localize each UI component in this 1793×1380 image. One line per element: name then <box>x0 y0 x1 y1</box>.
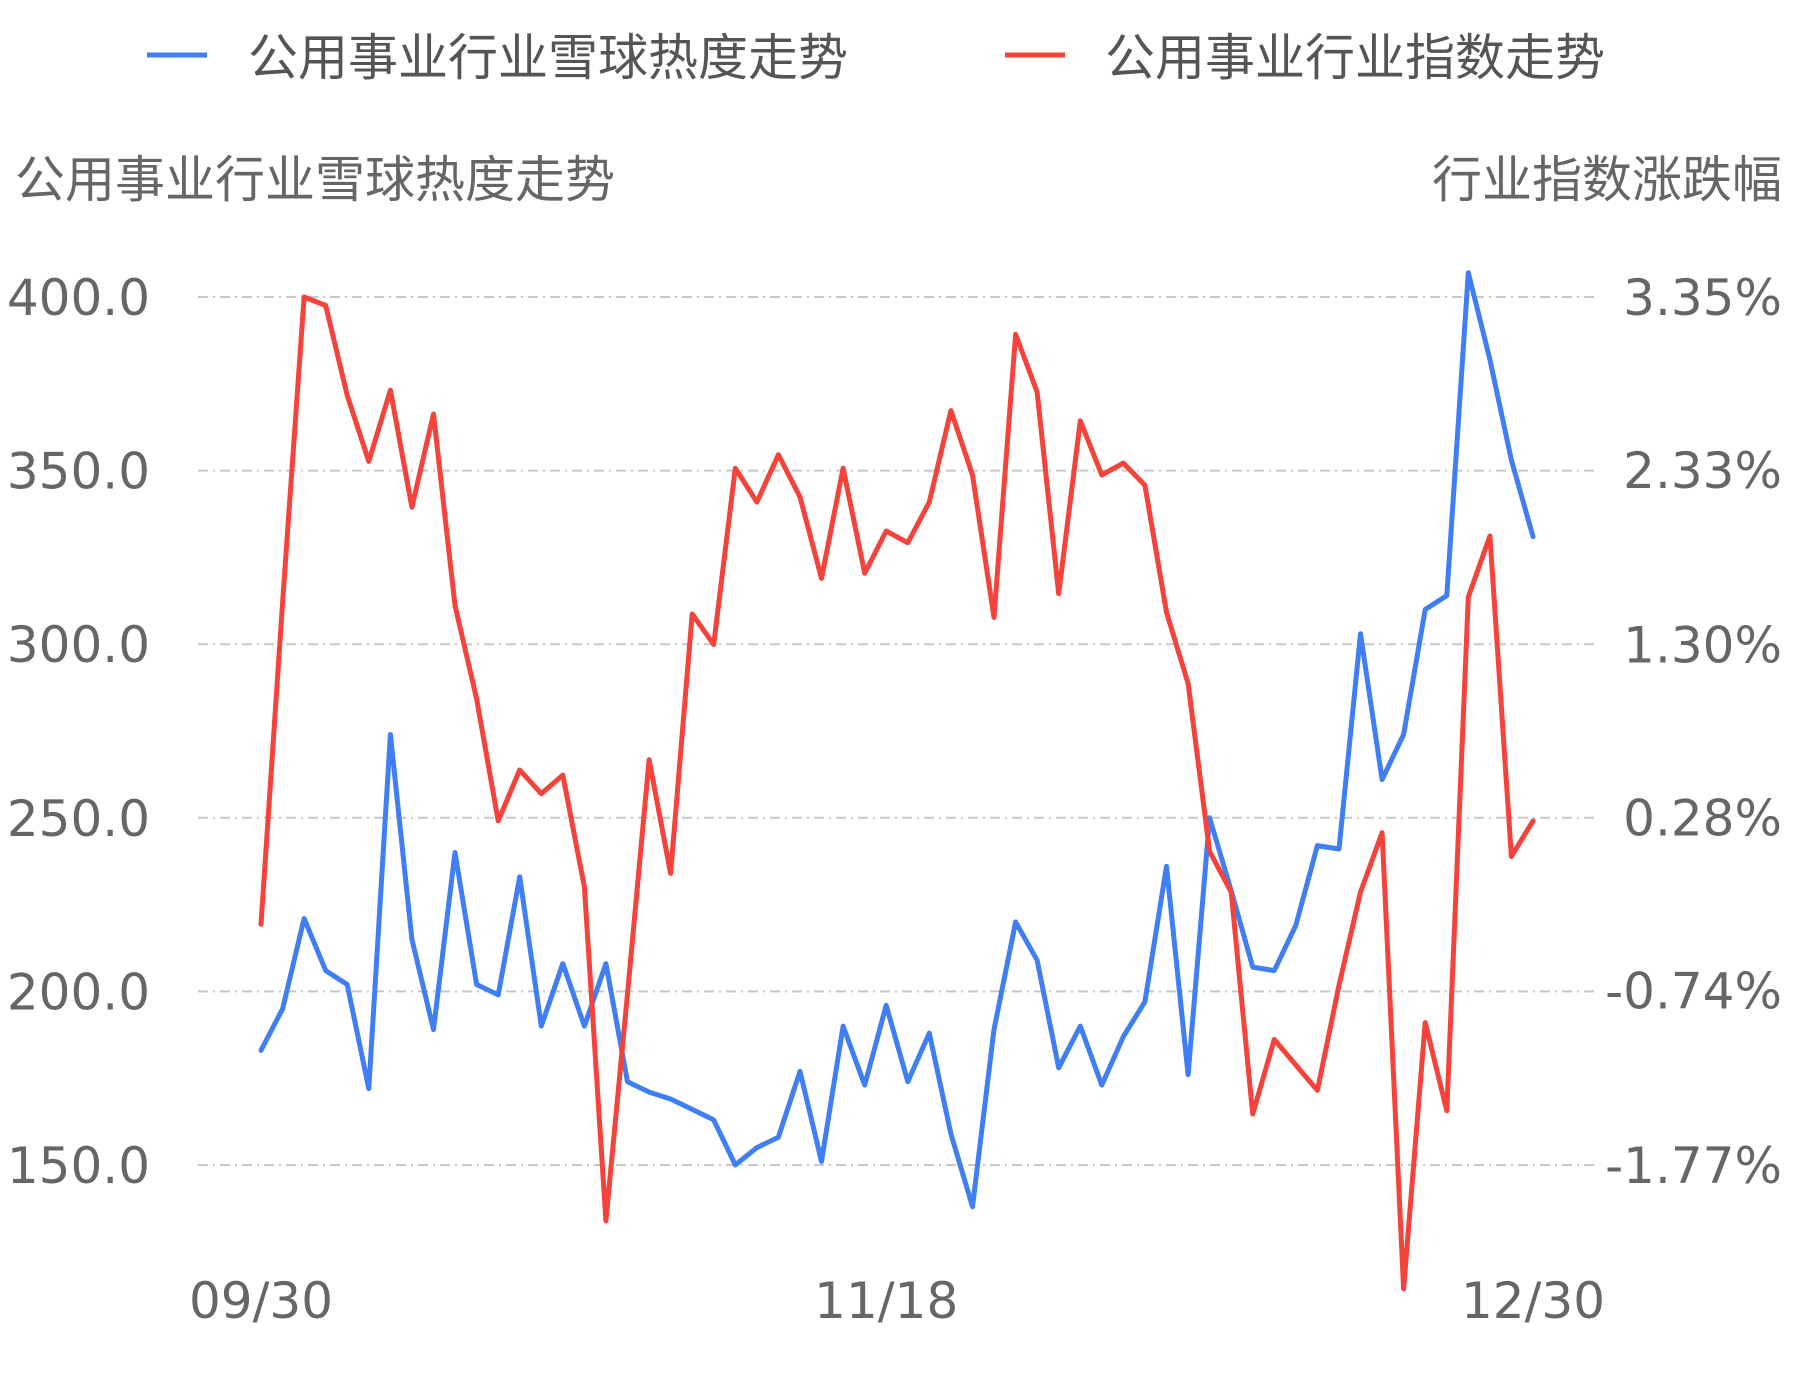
x-tick-label: 11/18 <box>814 1272 958 1330</box>
y-left-axis-title: 公用事业行业雪球热度走势 <box>15 151 615 209</box>
y-left-tick-label: 250.0 <box>7 790 150 848</box>
y-left-tick-label: 200.0 <box>7 963 150 1021</box>
legend-item-heat[interactable]: 公用事业行业雪球热度走势 <box>147 29 848 87</box>
x-tick-label: 09/30 <box>189 1272 333 1330</box>
legend-item-index[interactable]: 公用事业行业指数走势 <box>1005 29 1605 87</box>
y-left-tick-label: 400.0 <box>7 269 150 327</box>
y-right-axis-title: 行业指数涨跌幅 <box>1432 151 1782 209</box>
x-axis: 09/30 11/18 12/30 <box>189 1272 1605 1330</box>
y-left-tick-label: 150.0 <box>7 1137 150 1195</box>
y-right-tick-label: 2.33% <box>1623 442 1782 500</box>
legend-label-heat: 公用事业行业雪球热度走势 <box>248 29 848 87</box>
series-line-heat <box>258 270 1536 1210</box>
legend[interactable]: 公用事业行业雪球热度走势 公用事业行业指数走势 <box>147 29 1605 87</box>
gridlines <box>198 296 1598 1166</box>
series-lines <box>258 270 1536 1292</box>
y-right-tick-label: -1.77% <box>1605 1137 1782 1195</box>
y-right-tick-label: -0.74% <box>1605 962 1782 1020</box>
y-right-tick-label: 3.35% <box>1623 269 1782 327</box>
y-right-tick-label: 1.30% <box>1623 617 1782 675</box>
y-left-tick-label: 300.0 <box>7 616 150 674</box>
y-right-axis: 3.35% 2.33% 1.30% 0.28% -0.74% -1.77% <box>1605 269 1782 1195</box>
y-right-tick-label: 0.28% <box>1623 789 1782 847</box>
y-left-tick-label: 350.0 <box>7 443 150 501</box>
y-left-axis: 400.0 350.0 300.0 250.0 200.0 150.0 <box>7 269 150 1195</box>
x-tick-label: 12/30 <box>1461 1272 1605 1330</box>
series-line-index <box>258 294 1536 1292</box>
legend-label-index: 公用事业行业指数走势 <box>1105 29 1605 87</box>
